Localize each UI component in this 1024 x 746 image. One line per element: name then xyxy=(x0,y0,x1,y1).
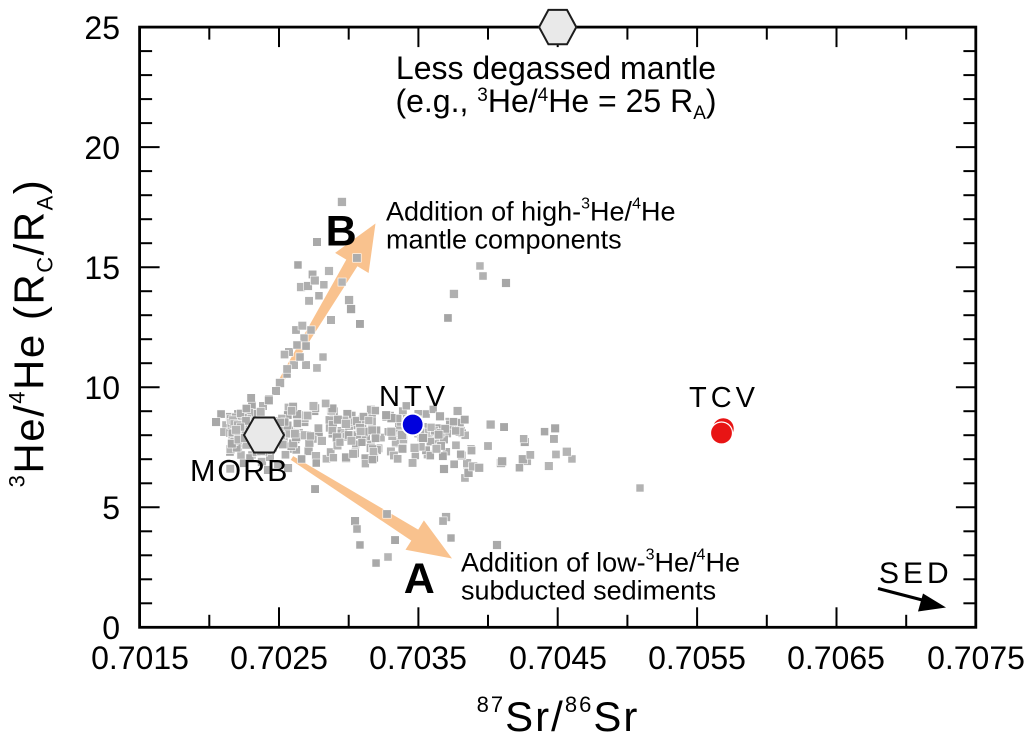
svg-text:0.7075: 0.7075 xyxy=(927,640,1024,676)
svg-text:25: 25 xyxy=(84,10,120,46)
svg-text:subducted sediments: subducted sediments xyxy=(461,576,716,606)
svg-text:0.7055: 0.7055 xyxy=(648,640,746,676)
svg-text:TCV: TCV xyxy=(689,382,759,414)
svg-text:0: 0 xyxy=(102,610,120,646)
svg-text:0.7015: 0.7015 xyxy=(91,640,189,676)
svg-text:Addition of high-3He/4He: Addition of high-3He/4He xyxy=(386,196,676,227)
svg-text:0.7025: 0.7025 xyxy=(230,640,328,676)
svg-text:0.7045: 0.7045 xyxy=(509,640,607,676)
svg-text:SED: SED xyxy=(879,557,953,590)
svg-text:mantle components: mantle components xyxy=(386,225,622,255)
svg-text:15: 15 xyxy=(84,250,120,286)
svg-text:Less degassed mantle: Less degassed mantle xyxy=(396,50,716,86)
svg-text:Addition of low-3He/4He: Addition of low-3He/4He xyxy=(461,547,740,578)
svg-text:87Sr/86Sr: 87Sr/86Sr xyxy=(477,692,640,740)
svg-text:A: A xyxy=(404,555,435,603)
svg-text:0.7035: 0.7035 xyxy=(369,640,467,676)
svg-text:MORB: MORB xyxy=(190,454,290,488)
svg-text:20: 20 xyxy=(84,130,120,166)
svg-text:NTV: NTV xyxy=(379,381,449,413)
svg-text:(e.g., 3He/4He = 25 RA): (e.g., 3He/4He = 25 RA) xyxy=(395,83,716,124)
svg-text:10: 10 xyxy=(84,370,120,406)
svg-text:0.7065: 0.7065 xyxy=(787,640,885,676)
svg-text:5: 5 xyxy=(102,490,120,526)
svg-text:B: B xyxy=(326,207,357,255)
svg-text:3He/4He (RC/RA): 3He/4He (RC/RA) xyxy=(5,179,58,488)
